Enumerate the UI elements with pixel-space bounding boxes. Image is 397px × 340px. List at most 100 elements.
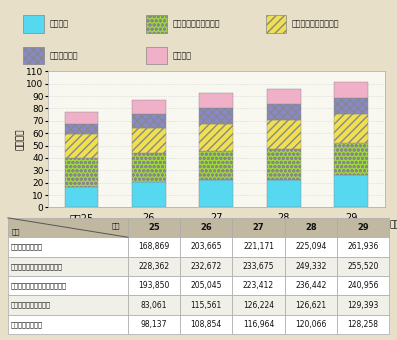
Text: 236,442: 236,442 [295,281,326,290]
Bar [285,237,337,257]
Text: 126,621: 126,621 [295,301,326,310]
Text: 221,171: 221,171 [243,242,274,252]
Bar [337,257,389,276]
Bar [64,124,98,134]
Text: 240,956: 240,956 [347,281,379,290]
Bar [8,315,128,334]
Bar [334,175,368,207]
Bar [199,123,233,151]
Bar [266,15,286,33]
Bar [8,295,128,315]
Bar [285,295,337,315]
Bar [199,180,233,207]
Bar [285,315,337,334]
Bar [132,128,166,153]
Text: 120,066: 120,066 [295,320,326,329]
Bar [180,315,232,334]
Y-axis label: （万件）: （万件） [16,129,25,150]
Text: 116,964: 116,964 [243,320,274,329]
Text: 犯罪等による被害防止: 犯罪等による被害防止 [172,19,220,29]
Bar [180,237,232,257]
Bar [199,151,233,180]
Bar [267,149,301,180]
Bar [267,104,301,120]
Text: サイバー関係: サイバー関係 [49,51,78,60]
Text: 223,412: 223,412 [243,281,274,290]
Bar [267,89,301,104]
Text: 228,362: 228,362 [139,262,170,271]
Text: 刑事事件: 刑事事件 [49,19,68,29]
Bar [64,158,98,187]
Text: 128,258: 128,258 [347,320,378,329]
Text: 家庭・職場・近隣関係　（件）: 家庭・職場・近隣関係 （件） [11,283,67,289]
Text: 29: 29 [357,223,369,232]
Text: 115,561: 115,561 [191,301,222,310]
Text: 28: 28 [305,223,316,232]
Bar [128,237,180,257]
Bar [132,114,166,128]
Text: 年次: 年次 [112,223,120,230]
Text: 233,675: 233,675 [243,262,274,271]
Text: 205,045: 205,045 [191,281,222,290]
Bar [132,182,166,207]
Bar [232,218,285,237]
Bar [64,134,98,158]
Text: 区分: 区分 [12,228,20,235]
Bar [180,295,232,315]
Bar [232,237,285,257]
Bar [8,257,128,276]
Text: 27: 27 [253,223,264,232]
Text: 203,665: 203,665 [191,242,222,252]
Bar [128,218,180,237]
Bar [337,237,389,257]
Text: 犯罪等による被害防止（件）: 犯罪等による被害防止（件） [11,263,63,270]
Bar [337,315,389,334]
Text: 迷惑行為: 迷惑行為 [172,51,191,60]
Bar [128,276,180,295]
Bar [232,276,285,295]
Bar [334,82,368,98]
Text: 255,520: 255,520 [347,262,379,271]
Bar [337,218,389,237]
Text: 193,850: 193,850 [139,281,170,290]
Bar [146,15,167,33]
Bar [267,180,301,207]
Text: 126,224: 126,224 [243,301,274,310]
Text: （年）: （年） [389,220,397,229]
Bar [232,295,285,315]
Bar [64,187,98,207]
Text: サイバー関係　（件）: サイバー関係 （件） [11,302,51,308]
Text: 129,393: 129,393 [347,301,379,310]
Bar [285,218,337,237]
Text: 25: 25 [148,223,160,232]
Bar [267,120,301,149]
Bar [232,257,285,276]
Bar [334,98,368,114]
Bar [180,257,232,276]
Bar [8,276,128,295]
Bar [132,153,166,182]
Bar [334,114,368,143]
Bar [8,218,128,237]
Text: 83,061: 83,061 [141,301,167,310]
Text: 迷惑行為　（件）: 迷惑行為 （件） [11,321,43,328]
Bar [285,257,337,276]
Bar [334,143,368,175]
Bar [128,295,180,315]
Bar [128,257,180,276]
Text: 26: 26 [200,223,212,232]
Text: 261,936: 261,936 [347,242,379,252]
Bar [146,47,167,64]
Bar [23,15,44,33]
Text: 98,137: 98,137 [141,320,167,329]
Bar [64,112,98,124]
Bar [23,47,44,64]
Text: 刑事事件　（件）: 刑事事件 （件） [11,244,43,250]
Bar [180,218,232,237]
Bar [199,108,233,123]
Bar [8,237,128,257]
Bar [337,295,389,315]
Text: 168,869: 168,869 [139,242,170,252]
Bar [285,276,337,295]
Bar [337,276,389,295]
